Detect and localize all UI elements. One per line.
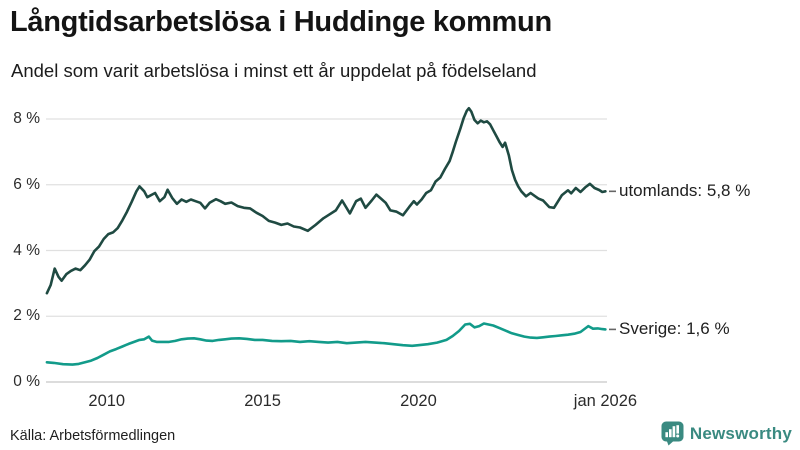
x-tick-label: jan 2026: [573, 392, 638, 410]
y-tick-label: 8 %: [13, 110, 40, 127]
x-tick-label: 2010: [88, 392, 126, 410]
source-note: Källa: Arbetsförmedlingen: [10, 428, 176, 444]
x-tick-label: 2015: [244, 392, 281, 410]
newsworthy-icon: [661, 421, 684, 446]
chart-subtitle: Andel som varit arbetslösa i minst ett å…: [11, 60, 537, 81]
series-label-utomlands: utomlands: 5,8 %: [619, 181, 751, 201]
y-tick-label: 0 %: [13, 373, 40, 390]
newsworthy-logo: Newsworthy: [661, 421, 792, 446]
series-label-sverige: Sverige: 1,6 %: [619, 319, 730, 339]
x-tick-label: 2020: [400, 392, 437, 410]
newsworthy-wordmark: Newsworthy: [689, 423, 792, 443]
y-tick-label: 6 %: [13, 175, 40, 193]
chart-title: Långtidsarbetslösa i Huddinge kommun: [10, 6, 552, 38]
y-tick-label: 4 %: [13, 241, 40, 259]
y-tick-label: 2 %: [13, 307, 40, 325]
